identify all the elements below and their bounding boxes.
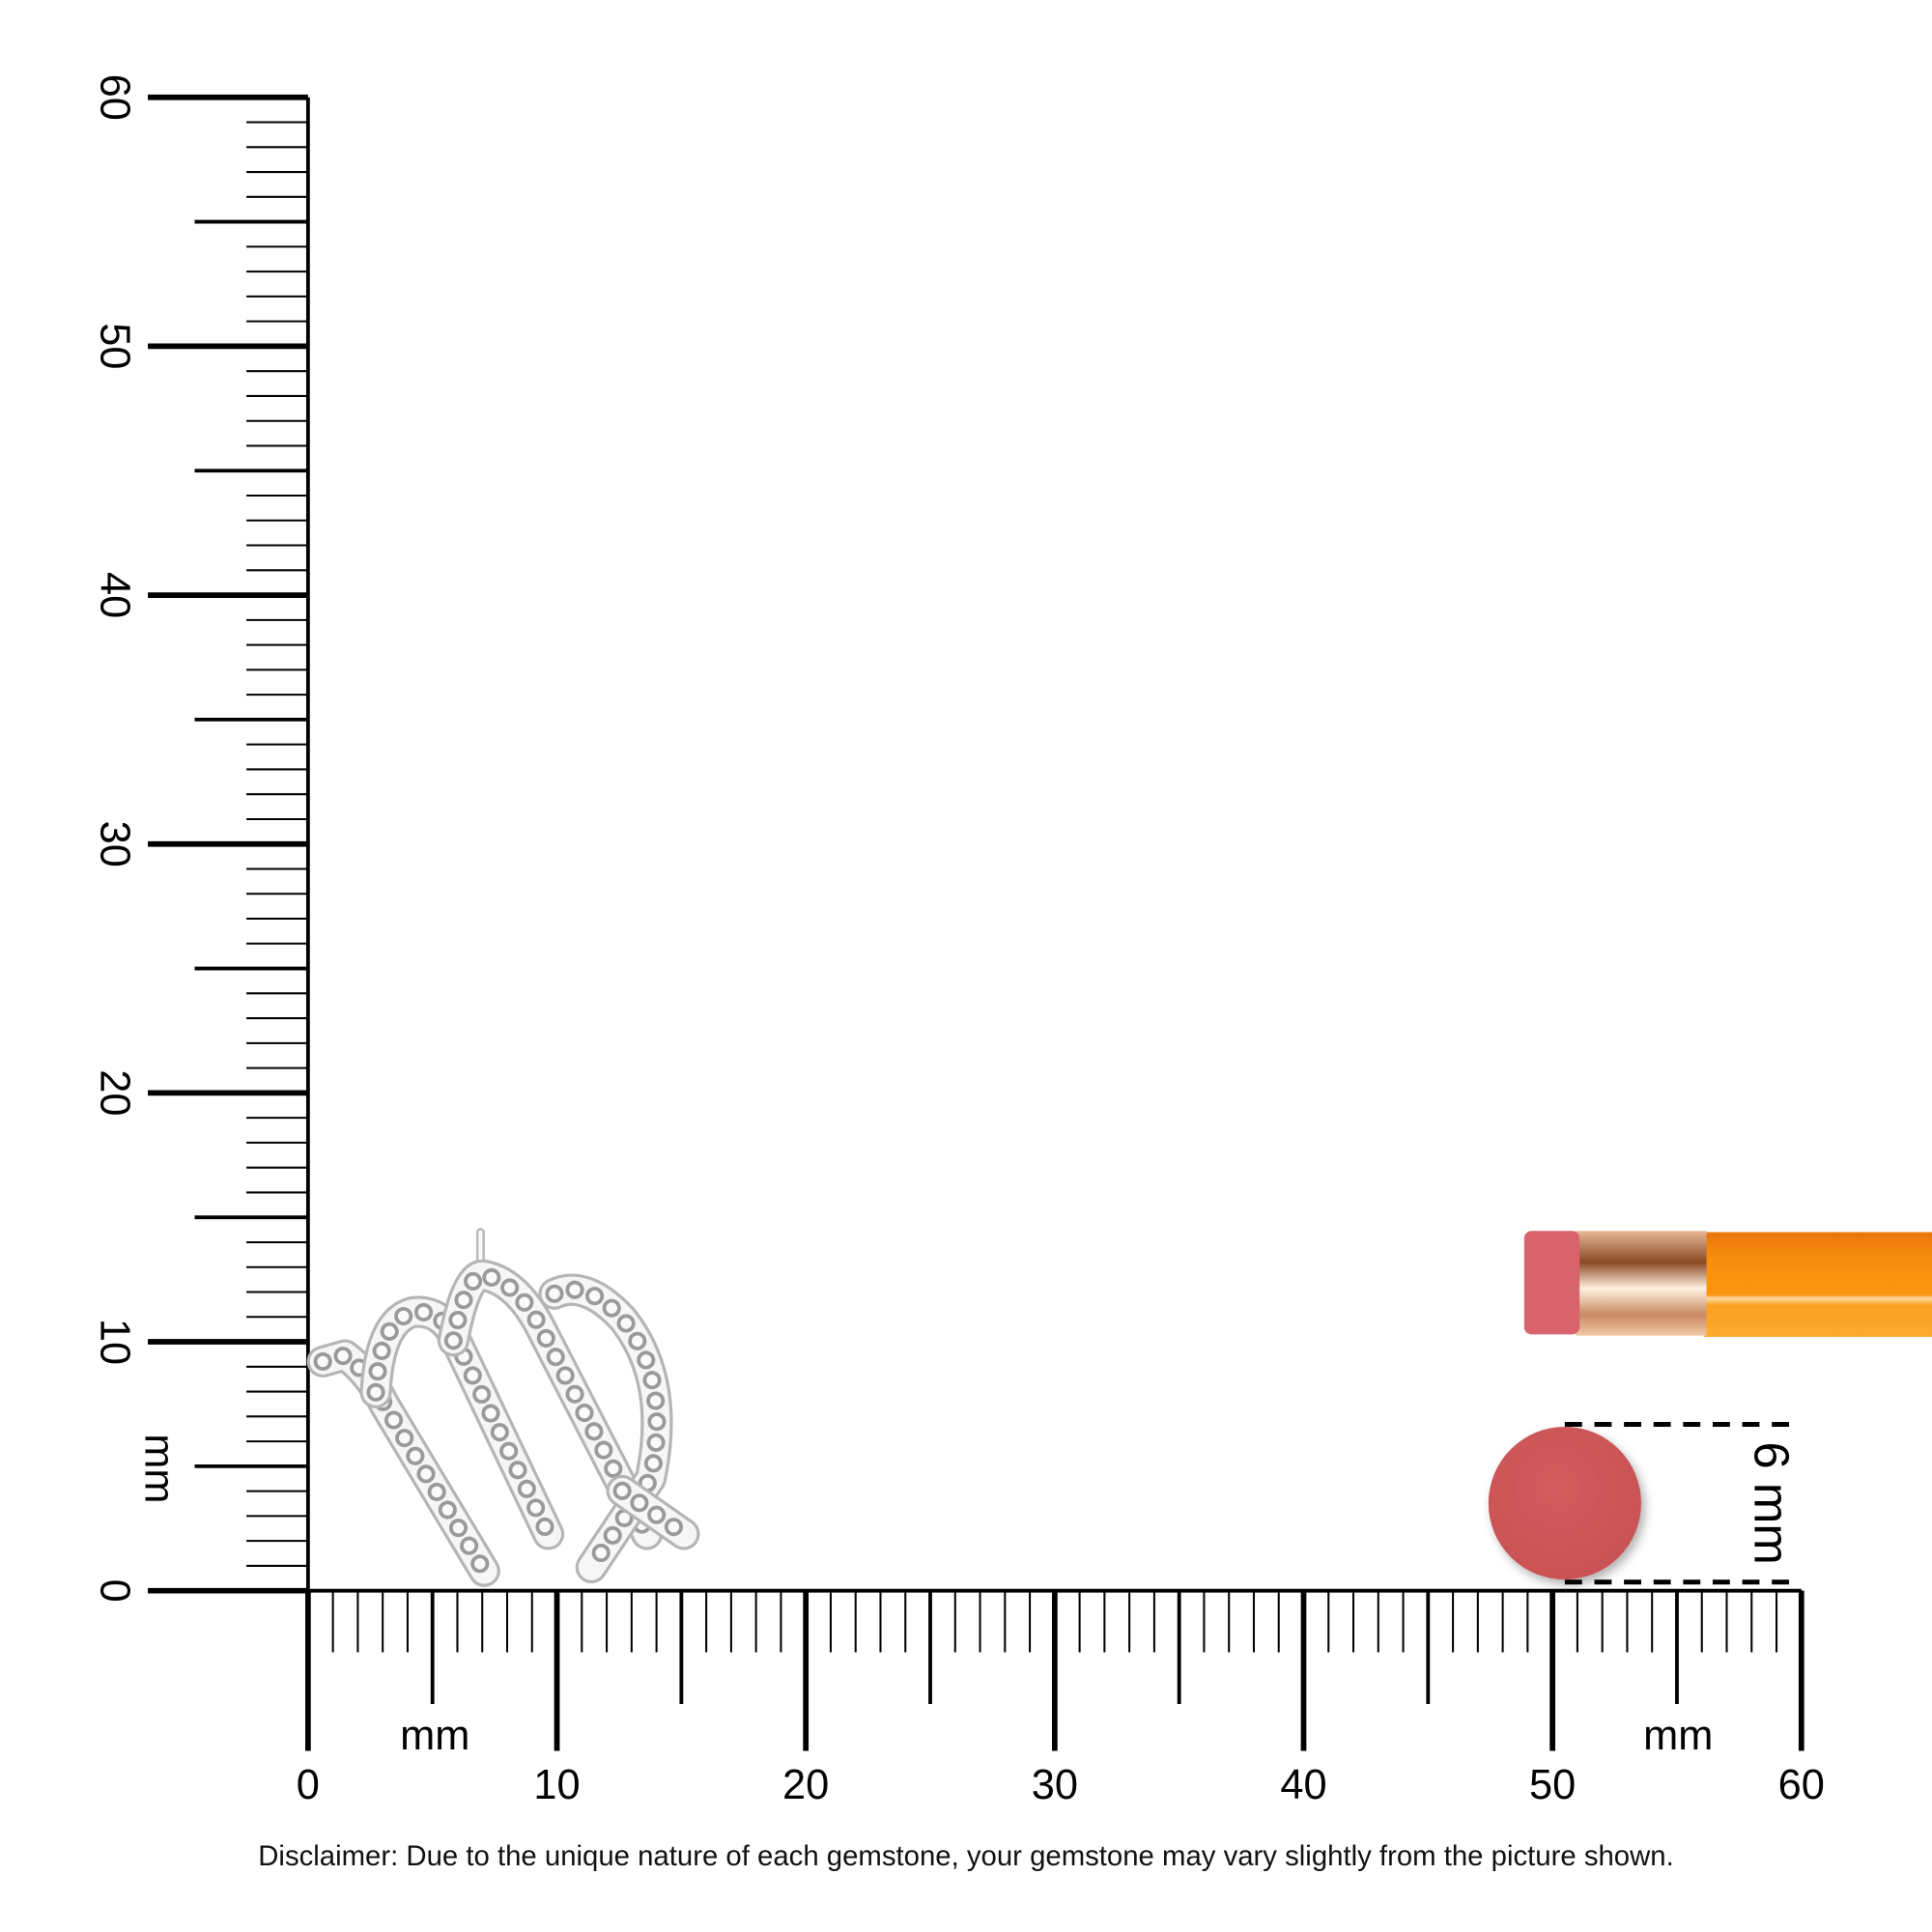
pencil-body: [1704, 1232, 1932, 1337]
pendant-diamond-highlights: [616, 1485, 690, 1540]
pencil: [1523, 1231, 1932, 1337]
pencil-ferrule: [1576, 1231, 1707, 1336]
horizontal-tick-label: 50: [1529, 1762, 1576, 1808]
horizontal-tick-label: 10: [533, 1762, 580, 1808]
vertical-tick-label: 50: [92, 323, 138, 369]
horizontal-tick-label: 20: [782, 1762, 829, 1808]
vertical-tick-label: 0: [92, 1579, 138, 1603]
dimension-label: 6 mm: [1744, 1441, 1799, 1565]
virgo-pendant: [306, 1228, 700, 1587]
pencil-eraser: [1523, 1231, 1580, 1335]
horizontal-unit-label-right: mm: [1643, 1713, 1713, 1759]
vertical-tick-label: 30: [92, 821, 138, 867]
horizontal-ruler: 0 10 20 30 40 50 60: [297, 1588, 1825, 1808]
pendant-diamond-highlights: [549, 1284, 663, 1574]
horizontal-unit-label-left: mm: [400, 1713, 469, 1759]
horizontal-tick-label: 30: [1032, 1762, 1078, 1808]
vertical-tick-label: 40: [92, 572, 138, 618]
horizontal-tick-label: 40: [1280, 1762, 1326, 1808]
vertical-unit-label: mm: [136, 1434, 183, 1503]
vertical-tick-label: 60: [92, 74, 138, 121]
disclaimer: Disclaimer: Due to the unique nature of …: [258, 1840, 1674, 1872]
horizontal-tick-label: 0: [297, 1762, 320, 1808]
horizontal-tick-label: 60: [1778, 1762, 1825, 1808]
vertical-tick-label: 20: [92, 1069, 138, 1116]
vertical-tick-label: 10: [92, 1319, 138, 1365]
vertical-ruler: 0 10 20 30 40 50 60: [92, 74, 310, 1603]
pendant-diamonds: [443, 1265, 657, 1544]
reference-ball: [1488, 1427, 1641, 1580]
